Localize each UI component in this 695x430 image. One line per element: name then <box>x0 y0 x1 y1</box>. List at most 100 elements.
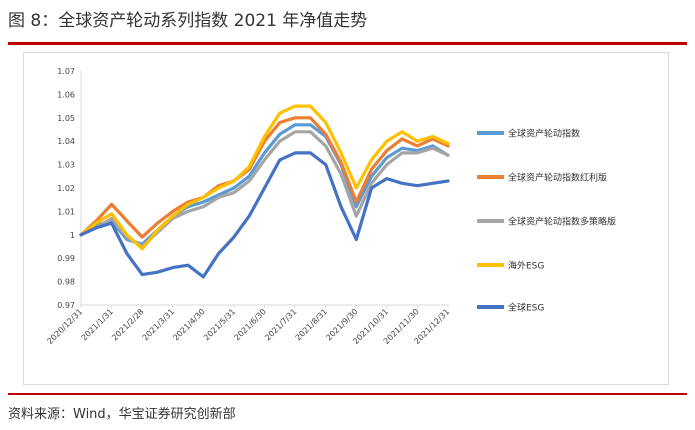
x-tick-label: 2021/6/30 <box>233 307 268 342</box>
data-point <box>339 161 343 164</box>
data-point <box>278 158 281 162</box>
y-tick-label: 1 <box>70 231 75 240</box>
data-point <box>446 154 450 157</box>
data-point <box>324 133 327 136</box>
data-point <box>125 252 129 255</box>
x-tick-label: 2021/8/31 <box>294 307 329 342</box>
x-tick-label: 2021/3/31 <box>141 307 176 342</box>
data-point <box>278 140 281 143</box>
data-point <box>355 238 358 241</box>
data-point <box>171 266 174 269</box>
data-point <box>110 221 113 225</box>
data-point <box>385 156 388 159</box>
chart-frame: 0.97 0.98 0.99 1 1.01 1.02 1.03 1.04 1.05 1.06 1.0… <box>23 52 669 385</box>
data-point <box>125 219 129 222</box>
data-point <box>370 182 373 185</box>
data-point <box>263 151 266 155</box>
data-point <box>416 184 419 187</box>
y-tick-label: 0.98 <box>57 278 75 287</box>
data-point <box>400 137 404 141</box>
data-point <box>186 264 190 267</box>
data-point <box>263 186 266 190</box>
data-point <box>416 140 419 143</box>
data-point <box>95 221 98 225</box>
data-point <box>339 172 343 176</box>
data-point <box>370 158 373 162</box>
data-point <box>431 182 434 185</box>
data-point <box>355 200 358 204</box>
y-tick-label: 1.02 <box>57 184 75 193</box>
data-point <box>232 186 236 190</box>
data-point <box>293 130 297 133</box>
legend-label: 全球资产轮动指数红利版 <box>508 172 607 184</box>
data-point <box>110 217 113 220</box>
data-point <box>263 158 266 162</box>
series-line <box>79 104 450 251</box>
data-point <box>431 135 434 138</box>
y-tick-label: 0.97 <box>57 301 75 310</box>
data-point <box>202 275 205 279</box>
legend-label: 海外ESG <box>508 260 544 272</box>
data-point <box>217 252 220 255</box>
y-tick-label: 1.06 <box>57 90 75 99</box>
data-point <box>95 226 98 229</box>
data-point <box>141 235 144 239</box>
legend-item: 全球资产轮动指数多策略版 <box>477 216 616 228</box>
x-axis: 2020/12/312021/1/312021/2/282021/3/31202… <box>45 304 451 346</box>
source-rule <box>8 393 687 395</box>
y-tick-label: 1.03 <box>57 161 75 170</box>
data-point <box>156 271 159 274</box>
data-point <box>202 196 205 199</box>
data-point <box>156 228 159 232</box>
data-point <box>293 104 297 108</box>
data-point <box>370 186 373 190</box>
data-point <box>293 123 297 127</box>
data-point <box>309 116 312 119</box>
data-point <box>416 144 419 148</box>
data-point <box>370 175 373 178</box>
y-tick-label: 1.04 <box>57 137 75 146</box>
data-point <box>355 186 358 190</box>
legend-label: 全球资产轮动指数 <box>508 128 580 140</box>
figure-title: 图 8：全球资产轮动系列指数 2021 年净值走势 <box>8 11 368 31</box>
legend-item: 全球ESG <box>477 302 544 314</box>
y-tick-label: 1.01 <box>57 207 75 216</box>
y-axis: 0.97 0.98 0.99 1 1.01 1.02 1.03 1.04 1.05 1.06 1.0… <box>57 67 82 310</box>
data-point <box>79 233 83 236</box>
data-point <box>446 142 450 145</box>
legend-item: 全球资产轮动指数 <box>477 128 580 140</box>
data-point <box>156 221 159 225</box>
data-point <box>309 130 312 133</box>
y-tick-label: 1.05 <box>57 114 75 123</box>
series-4 <box>79 104 450 251</box>
data-point <box>339 205 343 208</box>
data-point <box>202 200 205 204</box>
data-point <box>324 144 327 148</box>
data-point <box>232 235 236 239</box>
data-point <box>278 121 281 124</box>
legend-item: 海外ESG <box>477 260 544 272</box>
data-point <box>355 205 358 208</box>
data-point <box>263 135 266 138</box>
data-point <box>400 182 404 185</box>
data-point <box>278 133 281 136</box>
data-point <box>446 144 450 148</box>
x-tick-label: 2021/7/31 <box>263 307 298 342</box>
data-point <box>400 147 404 150</box>
legend-item: 全球资产轮动指数红利版 <box>477 172 607 184</box>
data-point <box>400 130 404 133</box>
data-point <box>309 151 312 155</box>
data-point <box>186 203 190 206</box>
x-tick-label: 2021/5/31 <box>202 307 237 342</box>
data-point <box>385 149 388 152</box>
data-point <box>324 121 327 124</box>
data-point <box>355 214 358 218</box>
data-point <box>385 140 388 143</box>
data-point <box>309 104 312 108</box>
data-point <box>141 273 144 276</box>
x-tick-label: 2021/2/28 <box>110 307 145 342</box>
legend-label: 全球资产轮动指数多策略版 <box>508 216 616 228</box>
series-lines <box>79 104 450 279</box>
data-point <box>431 147 434 150</box>
